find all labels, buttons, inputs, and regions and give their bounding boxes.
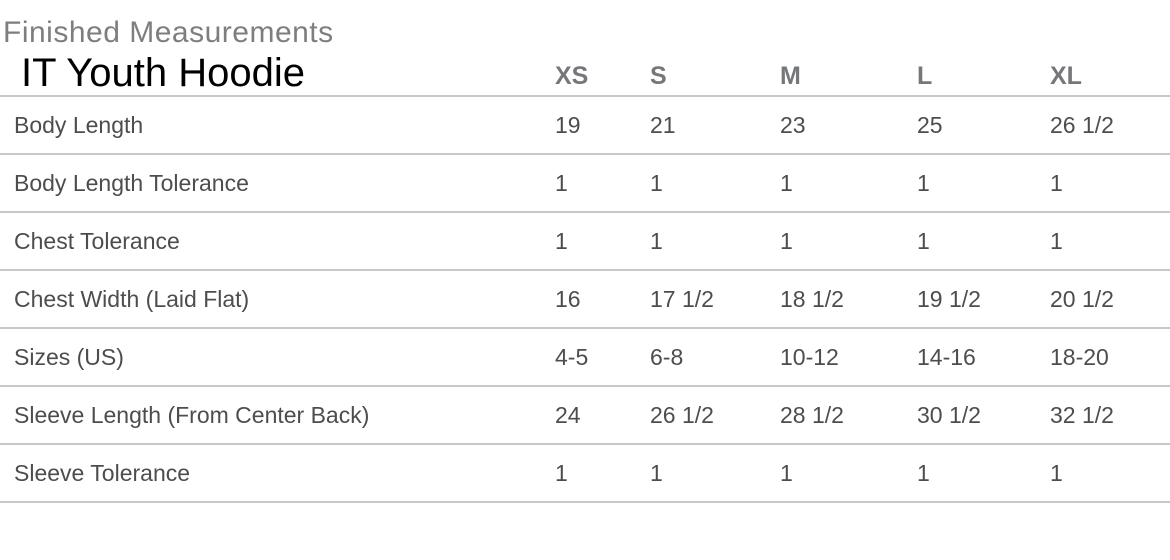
measurement-value: 28 1/2 xyxy=(780,401,844,428)
size-column-header-xl: XL xyxy=(1050,62,1082,90)
measurement-value: 10-12 xyxy=(780,343,839,370)
measurement-value: 26 1/2 xyxy=(1050,111,1114,138)
measurement-label: Body Length Tolerance xyxy=(14,169,249,196)
measurement-value: 25 xyxy=(917,111,943,138)
measurement-value: 14-16 xyxy=(917,343,976,370)
measurement-value: 1 xyxy=(650,459,663,486)
table-row-chest-tolerance: Chest Tolerance 1 1 1 1 1 xyxy=(0,213,1170,271)
measurement-value: 1 xyxy=(650,227,663,254)
table-row-sizes-us: Sizes (US) 4-5 6-8 10-12 14-16 18-20 xyxy=(0,329,1170,387)
measurement-value: 4-5 xyxy=(555,343,589,370)
measurement-value: 30 1/2 xyxy=(917,401,981,428)
table-row-sleeve-length: Sleeve Length (From Center Back) 24 26 1… xyxy=(0,387,1170,445)
measurement-label: Chest Tolerance xyxy=(14,227,180,254)
size-column-header-l: L xyxy=(917,62,933,90)
product-title: IT Youth Hoodie xyxy=(21,51,305,95)
measurement-value: 26 1/2 xyxy=(650,401,714,428)
measurement-label: Body Length xyxy=(14,111,144,138)
measurements-table: XS S M L XL Body Length 19 21 23 25 26 1… xyxy=(0,51,1170,503)
measurement-value: 21 xyxy=(650,111,676,138)
measurement-value: 19 xyxy=(555,111,581,138)
measurement-label: Chest Width (Laid Flat) xyxy=(14,285,250,312)
measurement-value: 1 xyxy=(917,459,930,486)
table-header-row: XS S M L XL xyxy=(0,51,1170,97)
measurement-value: 18-20 xyxy=(1050,343,1109,370)
measurement-value: 17 1/2 xyxy=(650,285,714,312)
table-row-sleeve-tolerance: Sleeve Tolerance 1 1 1 1 1 xyxy=(0,445,1170,503)
size-column-header-xs: XS xyxy=(555,62,589,90)
measurement-value: 1 xyxy=(917,169,930,196)
measurement-value: 1 xyxy=(555,459,568,486)
table-row-chest-width: Chest Width (Laid Flat) 16 17 1/2 18 1/2… xyxy=(0,271,1170,329)
measurement-value: 1 xyxy=(555,227,568,254)
measurement-value: 1 xyxy=(780,227,793,254)
measurement-label: Sleeve Length (From Center Back) xyxy=(14,401,370,428)
measurement-label: Sizes (US) xyxy=(14,343,124,370)
size-column-header-s: S xyxy=(650,62,667,90)
measurement-value: 24 xyxy=(555,401,581,428)
measurement-value: 18 1/2 xyxy=(780,285,844,312)
measurement-value: 19 1/2 xyxy=(917,285,981,312)
measurement-value: 32 1/2 xyxy=(1050,401,1114,428)
measurement-value: 16 xyxy=(555,285,581,312)
measurement-value: 23 xyxy=(780,111,806,138)
table-row-body-length-tolerance: Body Length Tolerance 1 1 1 1 1 xyxy=(0,155,1170,213)
measurement-value: 1 xyxy=(780,169,793,196)
measurement-value: 1 xyxy=(1050,169,1063,196)
measurement-value: 1 xyxy=(555,169,568,196)
measurement-value: 6-8 xyxy=(650,343,684,370)
measurement-value: 1 xyxy=(1050,227,1063,254)
measurement-value: 1 xyxy=(917,227,930,254)
section-title: Finished Measurements xyxy=(3,16,334,49)
measurement-value: 1 xyxy=(650,169,663,196)
measurement-value: 1 xyxy=(780,459,793,486)
measurement-value: 1 xyxy=(1050,459,1063,486)
measurement-value: 20 1/2 xyxy=(1050,285,1114,312)
measurement-label: Sleeve Tolerance xyxy=(14,459,191,486)
table-row-body-length: Body Length 19 21 23 25 26 1/2 xyxy=(0,97,1170,155)
size-column-header-m: M xyxy=(780,62,801,90)
